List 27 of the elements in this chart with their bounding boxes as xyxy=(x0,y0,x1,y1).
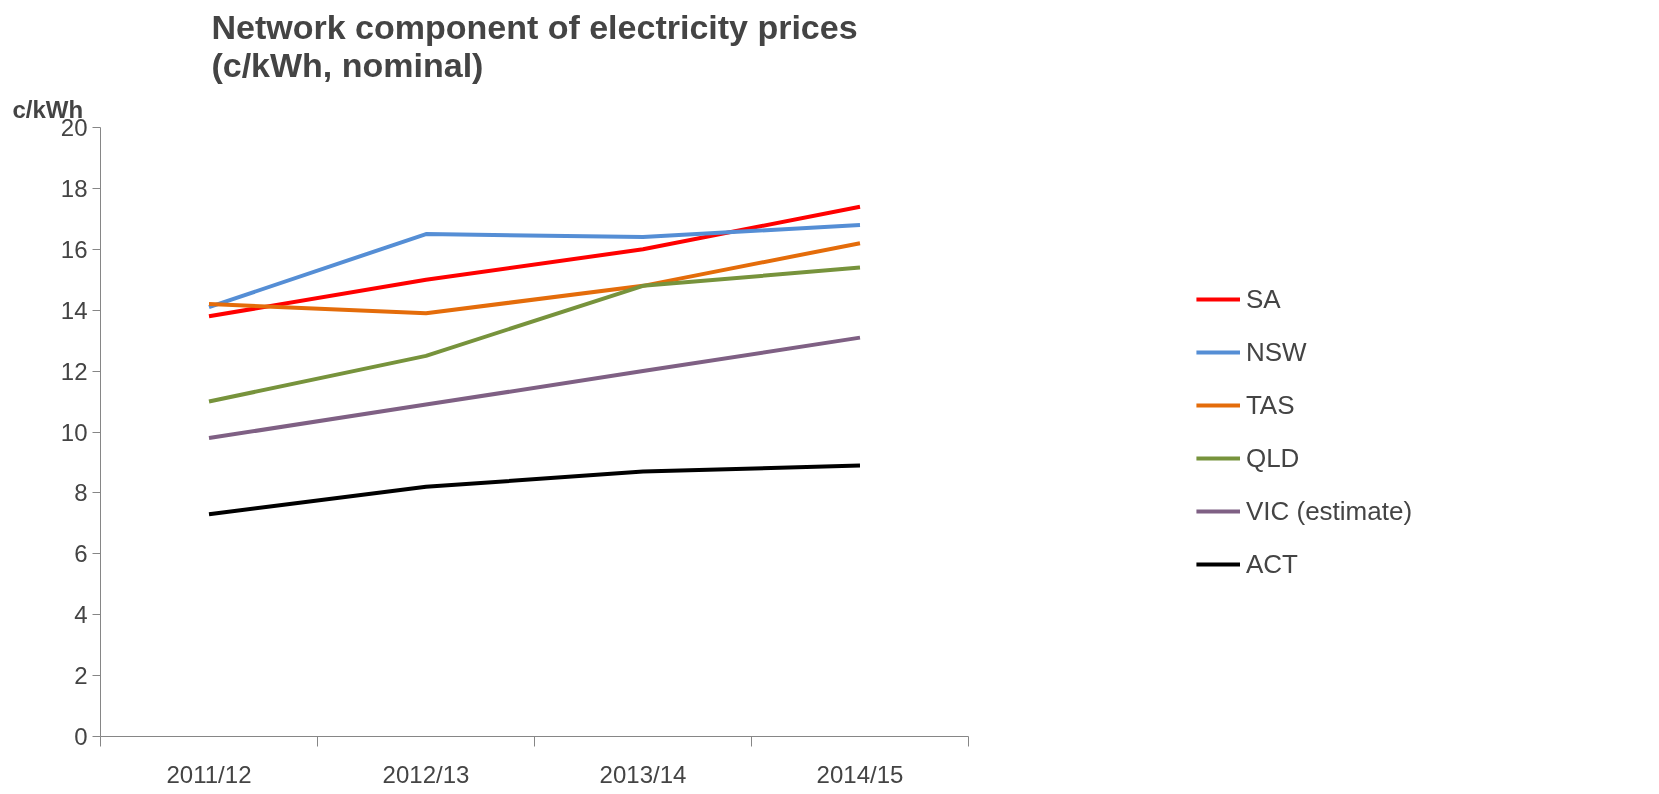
legend-label: SA xyxy=(1245,283,1281,315)
line-series xyxy=(207,222,862,310)
legend-label: VIC (estimate) xyxy=(1245,495,1413,527)
y-tick-label: 10 xyxy=(60,418,88,446)
x-tick-label: 2013/14 xyxy=(599,760,687,788)
chart-title: Network component of electricity prices (c/kWh, nominal) xyxy=(211,7,858,84)
y-tick-label: 18 xyxy=(60,174,88,202)
legend-label: QLD xyxy=(1245,442,1300,474)
y-tick-label: 12 xyxy=(60,357,88,385)
x-tick-label: 2012/13 xyxy=(382,760,470,788)
legend-label: ACT xyxy=(1245,548,1298,580)
x-tick-label: 2014/15 xyxy=(816,760,904,788)
line-series xyxy=(207,265,862,404)
y-tick-label: 4 xyxy=(74,601,88,629)
line-series xyxy=(207,241,862,316)
y-tick-label: 0 xyxy=(74,723,88,750)
y-tick-label: 14 xyxy=(60,296,88,324)
y-tick-label: 6 xyxy=(74,540,88,568)
y-tick-label: 2 xyxy=(74,662,88,690)
legend-label: TAS xyxy=(1245,389,1295,421)
y-tick-label: 16 xyxy=(60,235,88,263)
line-series xyxy=(207,463,862,517)
line-series xyxy=(207,335,862,441)
line-series xyxy=(207,204,862,319)
y-tick-label: 8 xyxy=(74,479,88,507)
x-tick-label: 2011/12 xyxy=(166,760,252,788)
legend-label: NSW xyxy=(1245,336,1307,368)
